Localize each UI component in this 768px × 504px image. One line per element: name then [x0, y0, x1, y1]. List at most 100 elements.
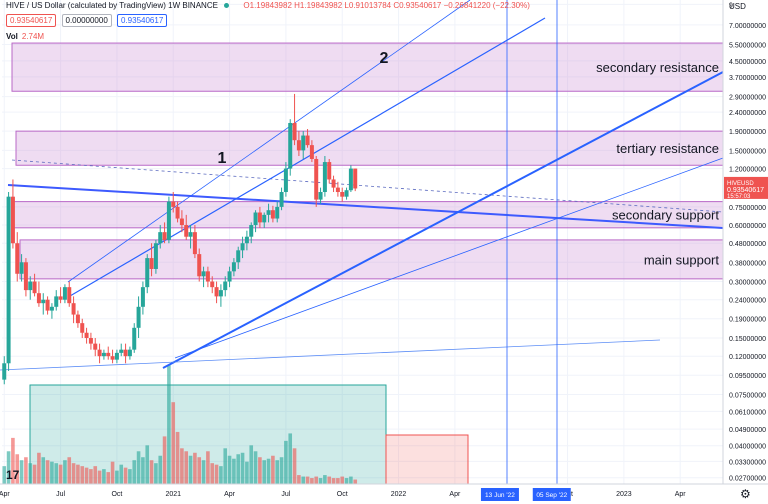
ohlc-values: O1.19843982 H1.19843982 L0.91013784 C0.9… — [243, 1, 530, 10]
price-tick-label: 0.19000000 — [729, 317, 766, 324]
time-tick-label: Apr — [449, 491, 461, 498]
price-tick-label: 5.50000000 — [729, 43, 766, 50]
volume-bar — [106, 472, 111, 484]
candle-body — [119, 349, 124, 353]
volume-bar — [223, 448, 228, 484]
chart-header: HIVE / US Dollar (calculated by TradingV… — [6, 1, 530, 10]
volume-bar — [50, 461, 54, 484]
volume-bar — [340, 476, 345, 484]
candle-body — [80, 323, 85, 333]
volume-bar — [123, 467, 128, 484]
candle-body — [322, 162, 327, 193]
volume-bar — [37, 452, 41, 484]
candle-body — [75, 314, 80, 324]
candle-body — [54, 296, 59, 307]
price-tick-label: 4.50000000 — [729, 59, 766, 66]
volume-bar — [301, 476, 306, 484]
volume-bar — [19, 460, 24, 484]
candle-body — [270, 210, 275, 219]
price-tick-label: 2.40000000 — [729, 110, 766, 117]
candle-body — [348, 168, 353, 191]
symbol-tag: HIVEUSD — [727, 181, 754, 187]
symbol-title[interactable]: HIVE / US Dollar (calculated by TradingV… — [6, 1, 218, 10]
volume-bar — [349, 476, 353, 484]
time-axis-bg — [0, 484, 723, 504]
date-tag-label: 05 Sep '22 — [536, 492, 567, 499]
zone-labels: secondary resistance tertiary resistance s… — [218, 50, 720, 267]
volume-bar — [32, 464, 37, 484]
candle-body — [136, 306, 141, 328]
candle-body — [2, 363, 7, 380]
volume-bar — [331, 478, 336, 484]
candle-body — [166, 201, 171, 240]
candle-body — [327, 162, 332, 180]
sell-price-button[interactable]: 0.93540617 — [6, 14, 57, 27]
volume-bar — [292, 448, 297, 484]
candle-body — [240, 243, 245, 251]
candle-body — [62, 287, 67, 300]
volume-bar — [54, 463, 59, 484]
volume-bar — [132, 460, 137, 484]
volume-value: 2.74M — [21, 32, 45, 41]
volume-bar — [318, 478, 323, 484]
date-tag-bg — [532, 488, 571, 501]
candle-body — [305, 135, 310, 146]
candle-body — [275, 206, 280, 219]
candle-body — [15, 243, 20, 274]
volume-bar — [227, 455, 232, 484]
time-tick-label: Jul — [56, 491, 65, 498]
candle-body — [214, 287, 219, 297]
volume-bar — [45, 460, 50, 484]
volume-legend[interactable]: Vol 2.74M — [6, 32, 44, 41]
candle-body — [188, 232, 193, 237]
candle-body — [49, 306, 54, 311]
price-tick-label: 3.70000000 — [729, 75, 766, 82]
volume-bar — [297, 475, 301, 484]
candle-body — [123, 349, 128, 357]
volume-bar — [188, 455, 193, 484]
volume-bar — [162, 436, 167, 484]
annotation-label: 1 — [218, 150, 227, 167]
price-tick-label: 2.90000000 — [729, 95, 766, 102]
candle-body — [197, 254, 202, 277]
gear-icon[interactable]: ⚙ — [740, 487, 751, 501]
tradingview-logo-icon[interactable]: 17 — [6, 468, 20, 482]
volume-bar — [58, 464, 63, 484]
volume-bar — [102, 469, 106, 484]
buy-price-button[interactable]: 0.93540617 — [117, 14, 168, 27]
volume-bar — [171, 402, 176, 484]
candle-body — [301, 135, 306, 151]
time-tick-label: 2023 — [616, 491, 632, 498]
volume-bar — [236, 454, 241, 484]
price-tick-label: 0.09500000 — [729, 373, 766, 380]
candle-body — [262, 214, 267, 223]
volume-bar — [323, 475, 327, 484]
candle-body — [58, 296, 63, 300]
time-tick-label: Apr — [224, 491, 236, 498]
price-tick-label: 7.00000000 — [729, 23, 766, 30]
zone-label: secondary support — [612, 208, 719, 223]
candle-body — [279, 192, 284, 207]
candle-body — [223, 281, 228, 291]
volume-bar — [154, 463, 158, 484]
volume-bar — [310, 478, 314, 484]
candle-body — [249, 225, 254, 237]
candle-body — [253, 212, 258, 226]
time-axis[interactable]: AprJulOct2021AprJulOct2022AprOct2023Apr1… — [0, 483, 768, 504]
candle-body — [192, 232, 197, 255]
time-tick-label: Oct — [111, 491, 122, 498]
candle-body — [257, 212, 262, 223]
candle-body — [162, 232, 167, 240]
volume-zone — [385, 434, 469, 485]
time-tick-label: Apr — [0, 491, 10, 498]
market-status-dot — [224, 3, 230, 9]
countdown-tag: 15:57:03 — [727, 194, 751, 200]
time-tick-label: Oct — [337, 491, 348, 498]
price-axis[interactable]: 9. 7.00000000 5.50000000 4.50000000 3.700000… — [722, 0, 768, 504]
candle-body — [227, 271, 232, 282]
volume-bar — [214, 464, 219, 484]
candle-body — [10, 196, 15, 244]
price-tick-label: 1.20000000 — [729, 167, 766, 174]
